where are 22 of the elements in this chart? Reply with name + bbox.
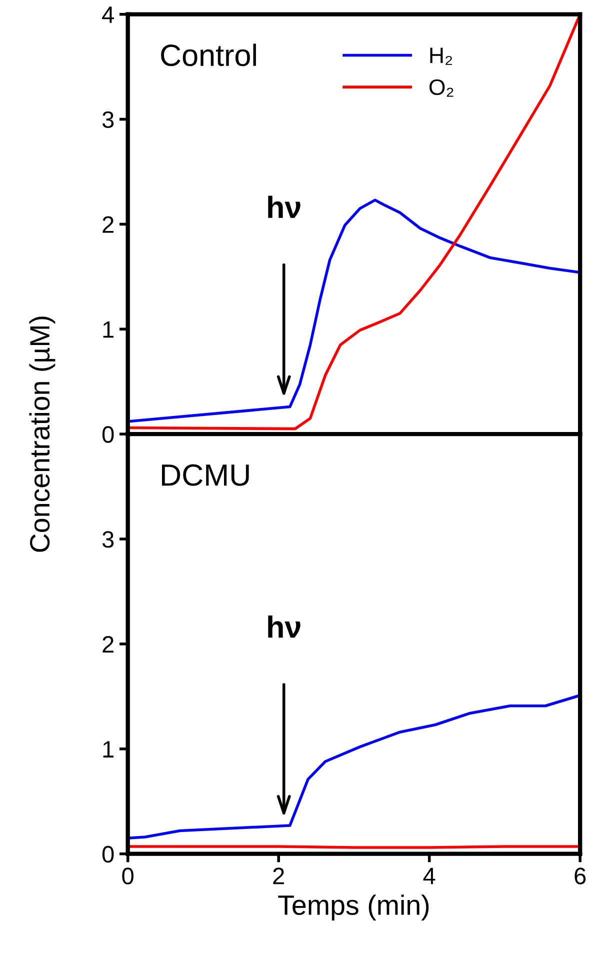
y-tick-label: 2	[102, 216, 114, 233]
x-tick-label: 4	[423, 868, 436, 884]
y-tick-label: 3	[102, 531, 114, 548]
text: DCMU	[162, 464, 249, 486]
annotation: hν	[268, 615, 300, 638]
text: Control	[161, 44, 256, 66]
legend-label: H₂	[430, 48, 452, 65]
x-tick-label: 0	[122, 868, 134, 884]
x-tick-label: 6	[574, 868, 586, 884]
y-tick-label: 0	[102, 846, 114, 863]
y-tick-label: 3	[102, 111, 114, 128]
y-tick-label: 0	[102, 426, 114, 443]
x-tick-label: 2	[273, 868, 284, 884]
y-tick-label: 1	[103, 741, 114, 758]
line-series	[128, 694, 580, 840]
annotation: hν	[268, 196, 300, 218]
y-axis-title: Concentration (µM)	[29, 316, 56, 552]
legend-label: O₂	[430, 79, 454, 97]
y-tick-label: 1	[103, 321, 114, 338]
y-tick-label: 2	[102, 636, 114, 653]
x-axis-title: Temps (min)	[278, 894, 429, 920]
y-tick-label: 4	[102, 6, 114, 23]
